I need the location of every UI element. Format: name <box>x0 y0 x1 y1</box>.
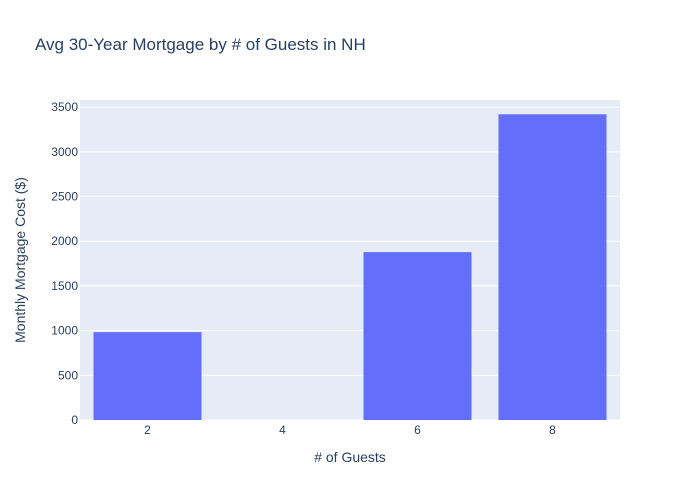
x-tick-label: 2 <box>144 423 151 437</box>
bar-2[interactable] <box>93 332 202 420</box>
y-tick-label: 2000 <box>51 234 78 248</box>
y-tick-label: 3000 <box>51 145 78 159</box>
y-tick-labels: 0 500 1000 1500 2000 2500 3000 3500 <box>51 100 78 427</box>
y-tick-label: 1000 <box>51 324 78 338</box>
x-tick-label: 6 <box>414 423 421 437</box>
y-tick-label: 3500 <box>51 100 78 114</box>
y-tick-label: 0 <box>71 413 78 427</box>
y-tick-label: 500 <box>58 368 78 382</box>
bar-8[interactable] <box>498 114 607 421</box>
y-axis-title: Monthly Mortgage Cost ($) <box>12 177 28 343</box>
y-tick-label: 1500 <box>51 279 78 293</box>
x-tick-label: 4 <box>279 423 286 437</box>
y-tick-label: 2500 <box>51 190 78 204</box>
x-tick-label: 8 <box>549 423 556 437</box>
chart-title: Avg 30-Year Mortgage by # of Guests in N… <box>35 35 366 54</box>
bar-6[interactable] <box>363 252 472 420</box>
x-tick-labels: 2 4 6 8 <box>144 423 556 437</box>
x-axis-title: # of Guests <box>314 449 386 465</box>
bars[interactable] <box>93 114 607 421</box>
